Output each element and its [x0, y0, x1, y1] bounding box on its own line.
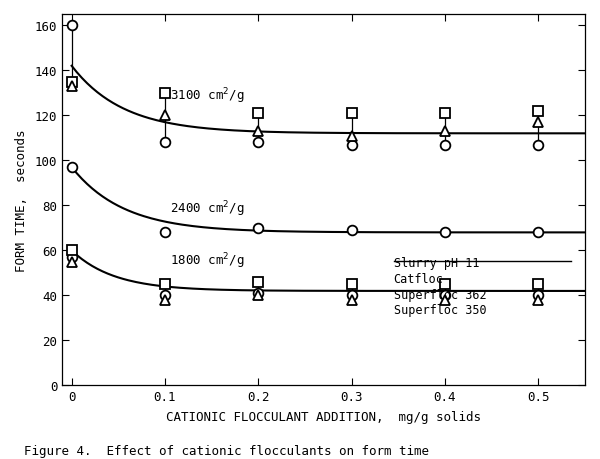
- Text: 3100 cm$^2$/g: 3100 cm$^2$/g: [170, 86, 244, 106]
- Text: Superfloc 362: Superfloc 362: [394, 288, 486, 301]
- Text: Figure 4.  Effect of cationic flocculants on form time: Figure 4. Effect of cationic flocculants…: [24, 444, 429, 458]
- Text: 1800 cm$^2$/g: 1800 cm$^2$/g: [170, 251, 244, 270]
- X-axis label: CATIONIC FLOCCULANT ADDITION,  mg/g solids: CATIONIC FLOCCULANT ADDITION, mg/g solid…: [166, 410, 481, 423]
- Text: Catfloc: Catfloc: [394, 272, 443, 285]
- Text: Slurry pH 11: Slurry pH 11: [394, 257, 479, 269]
- Text: 2400 cm$^2$/g: 2400 cm$^2$/g: [170, 199, 244, 218]
- Text: Superfloc 350: Superfloc 350: [394, 304, 486, 317]
- Y-axis label: FORM TIME,  seconds: FORM TIME, seconds: [15, 129, 28, 271]
